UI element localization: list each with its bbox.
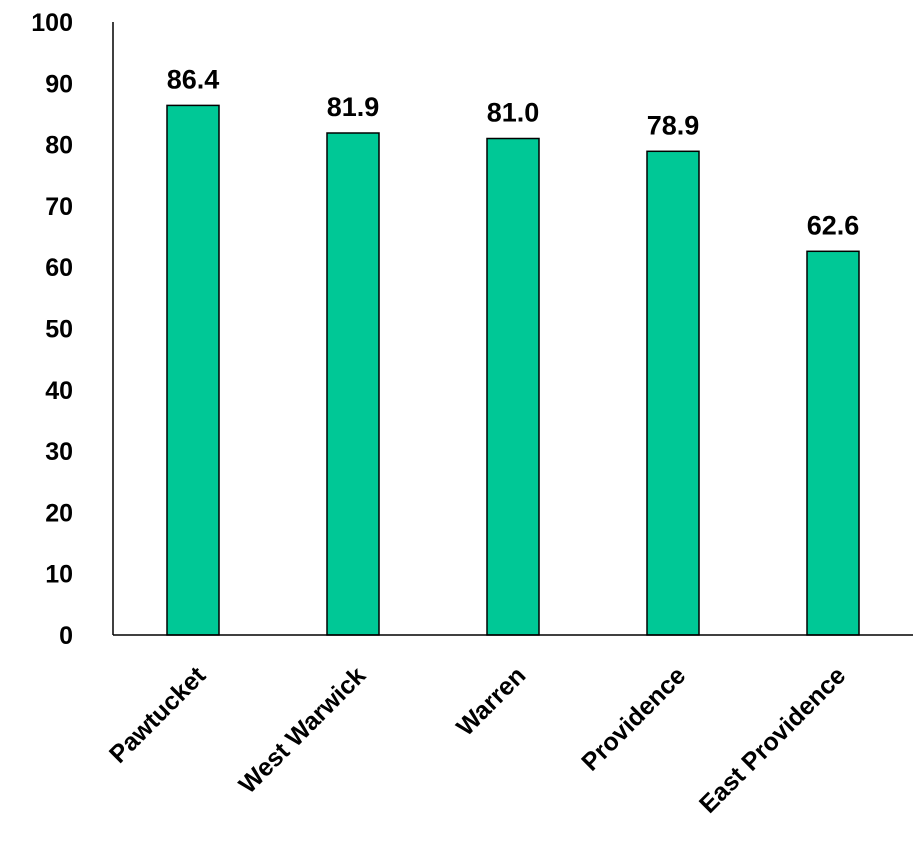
x-tick-label: Pawtucket [104,661,212,769]
bar-providence [646,150,700,636]
x-tick-label: West Warwick [234,661,372,799]
data-label: 81.0 [487,98,540,128]
data-label: 81.9 [327,92,380,122]
x-tick-label: Providence [576,661,691,776]
y-tick-label: 60 [45,254,73,282]
y-tick-label: 70 [45,193,73,221]
y-tick-label: 20 [45,499,73,527]
bar-east-providence [806,250,860,636]
data-label: 62.6 [807,210,860,240]
y-tick-label: 0 [59,622,73,650]
y-tick-label: 90 [45,70,73,98]
data-label: 86.4 [167,64,220,94]
data-label: 78.9 [647,110,700,140]
bars-layer [166,104,860,636]
y-tick-label: 50 [45,316,73,344]
bar-pawtucket [166,104,220,636]
data-labels-layer: 86.4 81.9 81.0 78.9 62.6 [167,64,860,240]
y-tick-label: 100 [31,9,73,37]
y-tick-label: 80 [45,132,73,160]
axes-layer: Pawtucket West Warwick Warren Providence Eas… [31,9,913,819]
y-tick-label: 30 [45,438,73,466]
x-tick-label: East Providence [694,661,851,818]
x-tick-label: Warren [451,661,531,741]
y-tick-label: 40 [45,377,73,405]
bar-warren [486,137,540,636]
y-tick-label: 10 [45,561,73,589]
bar-west-warwick [326,132,380,636]
